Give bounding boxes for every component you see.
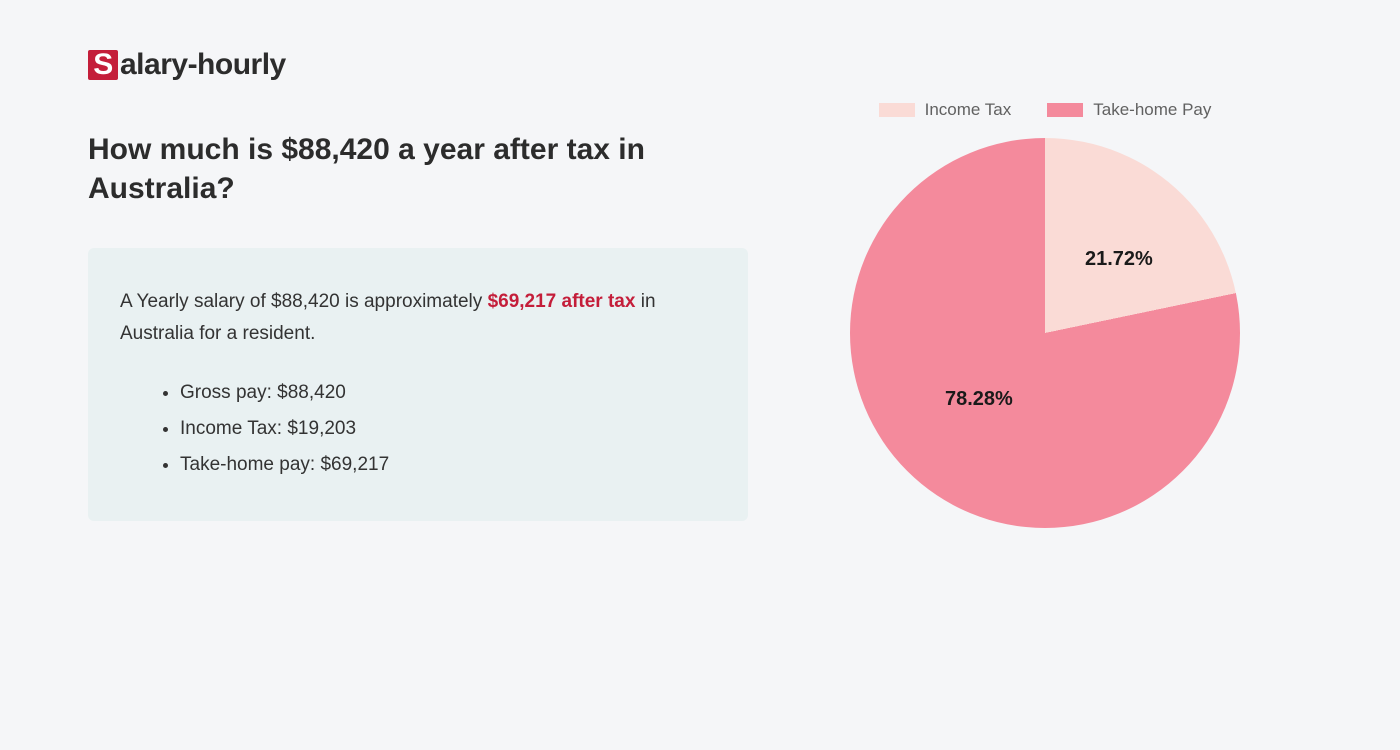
pie-chart: 21.72% 78.28%	[850, 138, 1240, 528]
slice-label-income-tax: 21.72%	[1085, 248, 1153, 271]
summary-box: A Yearly salary of $88,420 is approximat…	[88, 248, 748, 521]
legend-swatch	[879, 103, 915, 117]
chart-legend: Income Tax Take-home Pay	[820, 100, 1270, 120]
main-content: How much is $88,420 a year after tax in …	[88, 130, 748, 521]
slice-label-take-home: 78.28%	[945, 388, 1013, 411]
page-title: How much is $88,420 a year after tax in …	[88, 130, 748, 208]
list-item: Income Tax: $19,203	[180, 411, 716, 447]
summary-highlight: $69,217 after tax	[488, 291, 636, 312]
legend-label: Income Tax	[925, 100, 1012, 120]
legend-item-income-tax: Income Tax	[879, 100, 1012, 120]
pie-chart-region: Income Tax Take-home Pay 21.72% 78.28%	[820, 100, 1270, 528]
legend-item-take-home: Take-home Pay	[1047, 100, 1211, 120]
pie-graphic	[850, 138, 1240, 528]
legend-label: Take-home Pay	[1093, 100, 1211, 120]
list-item: Take-home pay: $69,217	[180, 447, 716, 483]
logo-letter-box: S	[88, 50, 118, 80]
summary-text-before: A Yearly salary of $88,420 is approximat…	[120, 291, 488, 312]
logo-text: alary-hourly	[120, 48, 286, 82]
site-logo: Salary-hourly	[88, 48, 286, 82]
list-item: Gross pay: $88,420	[180, 375, 716, 411]
summary-list: Gross pay: $88,420 Income Tax: $19,203 T…	[120, 375, 716, 483]
legend-swatch	[1047, 103, 1083, 117]
summary-sentence: A Yearly salary of $88,420 is approximat…	[120, 286, 716, 351]
